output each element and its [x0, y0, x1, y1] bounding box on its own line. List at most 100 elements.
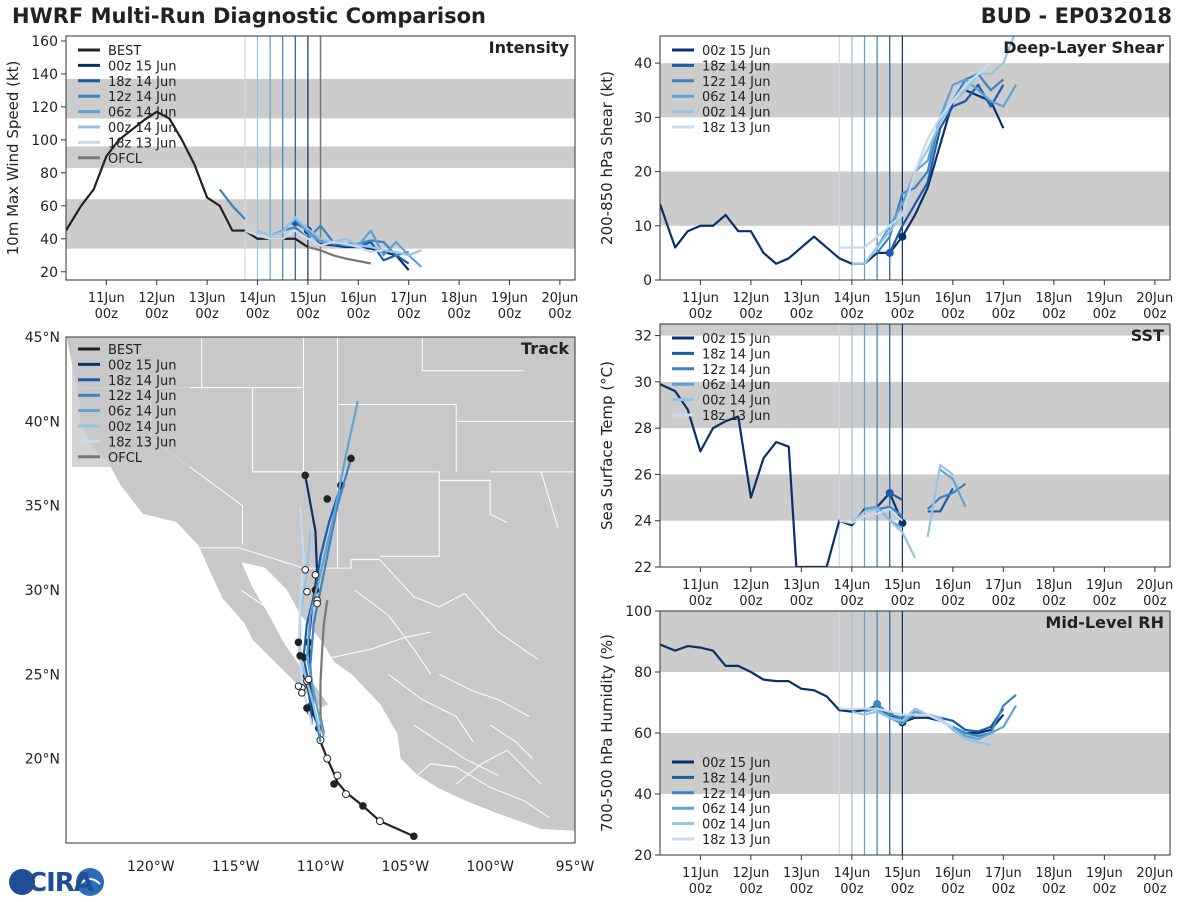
x-tick-label-time: 00z	[689, 882, 713, 897]
x-tick-label: 19Jun	[1086, 578, 1123, 593]
y-tick-label: 0	[643, 273, 652, 289]
x-tick-label: 12Jun	[732, 578, 769, 593]
y-tick-label: 24	[634, 514, 652, 530]
x-tick-label: 20Jun	[1136, 578, 1173, 593]
x-tick-label-time: 00z	[397, 307, 421, 322]
plot-frame	[65, 35, 576, 281]
border	[413, 724, 499, 776]
logo-globe-right	[76, 868, 104, 896]
x-tick-label: 18Jun	[1035, 291, 1072, 306]
border	[540, 471, 559, 528]
x-tick-label-time: 00z	[1143, 882, 1167, 897]
border	[200, 547, 538, 660]
series-00z-14-jun	[257, 216, 422, 257]
y-tick-label: 40	[634, 787, 652, 803]
border	[416, 763, 550, 819]
x-tick-label-time: 00z	[246, 307, 270, 322]
legend-entry: 12z 14 Jun	[702, 75, 771, 90]
x-tick-label-time: 00z	[891, 594, 915, 609]
series-early	[218, 188, 246, 220]
panel-title: Mid-Level RH	[1045, 613, 1164, 632]
legend-background	[72, 339, 190, 467]
x-tick-label: 13Jun	[783, 578, 820, 593]
x-tick-label: 20Jun	[1136, 291, 1173, 306]
x-tick-label: 16Jun	[934, 291, 971, 306]
lat-label: 40°N	[25, 414, 60, 430]
y-tick-label: 60	[40, 199, 58, 215]
x-tick-label-time: 00z	[739, 882, 763, 897]
x-tick-label-time: 00z	[941, 307, 965, 322]
series-18z-13-jun	[244, 229, 384, 254]
panel-shear: 01020304011Jun00z12Jun00z13Jun00z14Jun00…	[598, 35, 1173, 322]
init-marker	[898, 232, 907, 241]
x-tick-label: 13Jun	[783, 866, 820, 881]
shade-band	[660, 611, 1170, 672]
x-tick-label-time: 00z	[1093, 307, 1117, 322]
lat-label: 45°N	[25, 330, 60, 346]
plot-frame	[659, 323, 1171, 568]
x-tick-label-time: 00z	[992, 594, 1016, 609]
border	[439, 479, 508, 523]
border	[388, 673, 474, 743]
x-tick-label-time: 00z	[992, 882, 1016, 897]
lat-label: 35°N	[25, 499, 60, 515]
x-tick-label: 11Jun	[88, 291, 125, 306]
legend-entry: 18z 14 Jun	[108, 75, 177, 90]
legend-entry: 00z 14 Jun	[108, 121, 177, 136]
x-tick-label: 16Jun	[934, 578, 971, 593]
x-tick-label: 14Jun	[833, 578, 870, 593]
legend-entry: 18z 13 Jun	[702, 833, 771, 848]
y-axis-label: Sea Surface Temp (°C)	[598, 361, 616, 530]
y-axis-label: 10m Max Wind Speed (kt)	[4, 61, 22, 256]
y-tick-label: 30	[634, 375, 652, 391]
shade-band	[660, 381, 1170, 429]
track-point	[294, 638, 303, 647]
panel-title: SST	[1131, 326, 1164, 345]
series-history	[660, 643, 903, 724]
series-00z-14-jun	[851, 707, 992, 747]
border	[354, 589, 432, 675]
legend-entry: 18z 13 Jun	[108, 136, 177, 151]
legend-entry: 12z 14 Jun	[108, 90, 177, 105]
init-marker	[898, 519, 907, 528]
legend-entry: 18z 14 Jun	[702, 59, 771, 74]
legend-entry: 00z 15 Jun	[702, 756, 771, 771]
border	[379, 471, 440, 557]
x-tick-label: 17Jun	[390, 291, 427, 306]
x-tick-label-time: 00z	[689, 307, 713, 322]
lon-label: 110°W	[297, 859, 345, 875]
init-marker	[885, 248, 894, 257]
x-tick-label-time: 00z	[840, 882, 864, 897]
x-tick-label: 11Jun	[682, 866, 719, 881]
y-tick-label: 32	[634, 329, 652, 345]
x-tick-label-time: 00z	[689, 594, 713, 609]
x-tick-label-time: 00z	[1143, 594, 1167, 609]
shade-band	[660, 324, 1170, 336]
series-18z-13-jun	[839, 62, 992, 249]
y-tick-label: 60	[634, 726, 652, 742]
track-point-hollow	[311, 571, 320, 579]
border	[240, 589, 304, 638]
x-tick-label: 20Jun	[1136, 866, 1173, 881]
x-tick-label-time: 00z	[941, 882, 965, 897]
legend-entry: OFCL	[108, 152, 143, 167]
series-12z-14-jun	[876, 505, 904, 517]
legend-entry: 00z 15 Jun	[702, 44, 771, 59]
legend-entry: 00z 14 Jun	[702, 394, 771, 409]
lon-label: 100°W	[466, 859, 514, 875]
track-point-hollow	[298, 689, 306, 697]
track-point	[296, 651, 304, 660]
y-axis-label: 200-850 hPa Shear (kt)	[598, 71, 616, 245]
y-tick-label: 80	[40, 166, 58, 182]
series-extra	[939, 468, 967, 508]
x-tick-label: 14Jun	[833, 866, 870, 881]
series-ofcl	[307, 245, 372, 265]
series-extra	[926, 463, 954, 538]
x-tick-label: 11Jun	[682, 291, 719, 306]
track-point	[301, 471, 310, 480]
x-tick-label-time: 00z	[1093, 882, 1117, 897]
legend-entry: 06z 14 Jun	[702, 802, 771, 817]
cira-logo: CIRA	[6, 866, 106, 898]
